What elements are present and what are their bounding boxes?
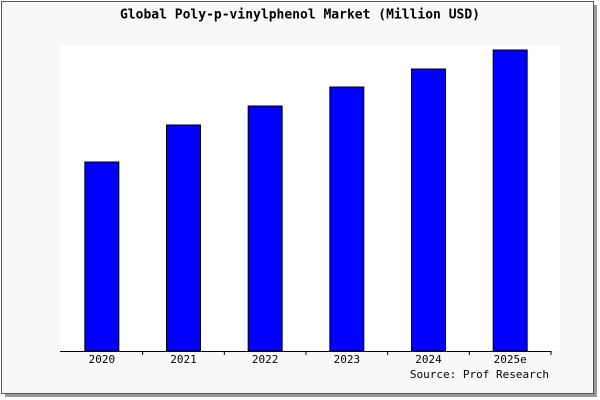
bar [84, 161, 120, 352]
bar [166, 124, 201, 352]
bar [492, 49, 528, 352]
x-tick-label: 2023 [334, 353, 361, 366]
x-tick-label: 2020 [89, 353, 116, 366]
plot-area [60, 45, 560, 351]
x-tick-label: 2021 [170, 353, 197, 366]
x-tick-label: 2022 [252, 353, 279, 366]
chart-title: Global Poly-p-vinylphenol Market (Millio… [120, 8, 480, 23]
source-note: Source: Prof Research [410, 368, 549, 381]
x-tick-label: 2025e [494, 353, 527, 366]
bar [329, 86, 365, 352]
bar [247, 105, 283, 352]
x-tick-label: 2024 [415, 353, 442, 366]
bar [411, 68, 446, 352]
